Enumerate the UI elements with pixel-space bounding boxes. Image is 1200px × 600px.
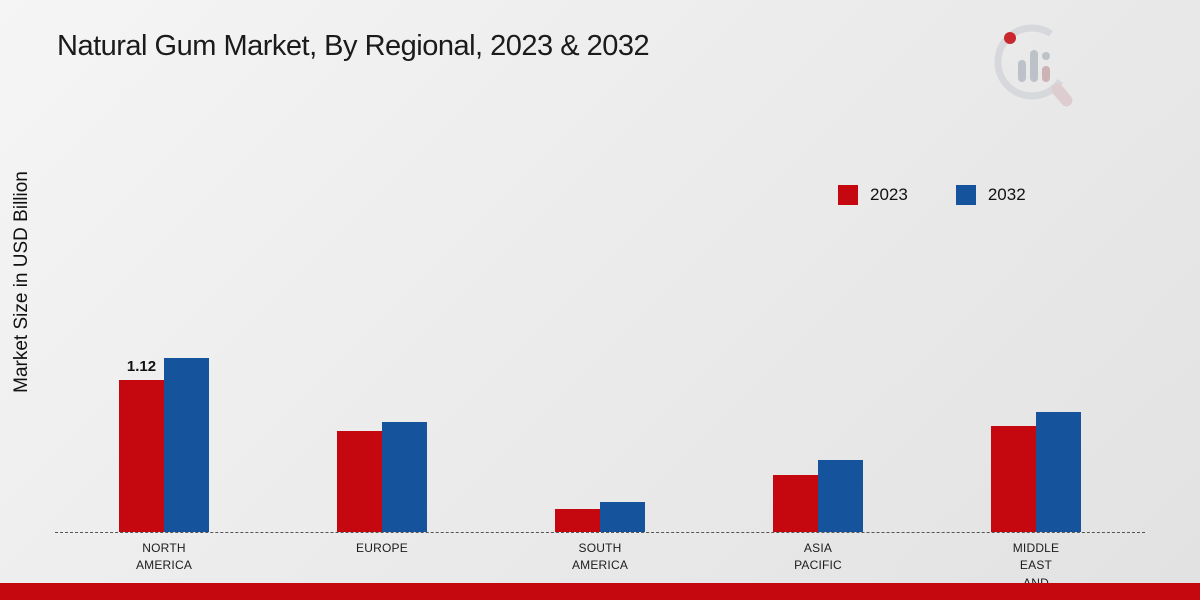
- bar-2023-middle-east-and: [991, 426, 1036, 532]
- x-label-south-america: SOUTH AMERICA: [571, 541, 629, 573]
- legend-label-2023: 2023: [870, 185, 908, 204]
- x-label-asia-pacific: ASIA PACIFIC: [794, 541, 842, 573]
- bar-2023-asia-pacific: [773, 475, 818, 532]
- brand-logo-icon: [994, 24, 1073, 107]
- footer-accent-bar: [0, 583, 1200, 600]
- bar-group-north-america: 1.12: [55, 358, 273, 532]
- bar-2032-middle-east-and: [1036, 412, 1081, 532]
- legend: 2023 2032: [838, 185, 1026, 205]
- bar-2032-asia-pacific: [818, 460, 863, 532]
- bar-2032-europe: [382, 422, 427, 532]
- bar-2023-north-america: 1.12: [119, 358, 164, 532]
- bar-group-europe: [273, 422, 491, 532]
- y-axis-label: Market Size in USD Billion: [11, 171, 32, 393]
- bar-2032-north-america: [164, 358, 209, 532]
- bar-group-south-america: [491, 502, 709, 532]
- legend-swatch-2032: [955, 185, 976, 205]
- plot-area: 1.12: [55, 133, 1145, 533]
- legend-swatch-2023: [838, 185, 858, 205]
- legend-item-2023: 2023: [838, 185, 908, 205]
- bar-2023-south-america: [555, 509, 600, 532]
- x-label-europe: EUROPE: [356, 541, 408, 555]
- legend-label-2032: 2032: [987, 185, 1026, 204]
- legend-item-2032: 2032: [955, 185, 1026, 205]
- chart-title: Natural Gum Market, By Regional, 2023 & …: [57, 30, 650, 62]
- bar-value-label-north-america: 1.12: [126, 358, 157, 375]
- bar-2023-europe: [337, 431, 382, 532]
- x-axis-labels: NORTH AMERICA EUROPE SOUTH AMERICA ASIA PACIFI…: [55, 540, 1145, 592]
- bar-group-middle-east-and: [927, 412, 1145, 532]
- bar-group-asia-pacific: [709, 460, 927, 532]
- bar-2032-south-america: [600, 502, 645, 532]
- x-label-north-america: NORTH AMERICA: [135, 541, 193, 573]
